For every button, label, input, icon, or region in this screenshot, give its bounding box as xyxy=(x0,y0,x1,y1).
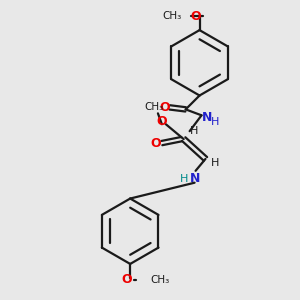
Text: O: O xyxy=(160,101,170,114)
Text: O: O xyxy=(190,10,201,23)
Text: N: N xyxy=(202,111,213,124)
Text: N: N xyxy=(189,172,200,185)
Text: CH₃: CH₃ xyxy=(150,275,169,285)
Text: H: H xyxy=(189,126,198,136)
Text: CH₃: CH₃ xyxy=(144,102,164,112)
Text: H: H xyxy=(179,174,188,184)
Text: H: H xyxy=(211,117,220,127)
Text: O: O xyxy=(151,136,161,150)
Text: O: O xyxy=(157,115,167,128)
Text: CH₃: CH₃ xyxy=(163,11,182,21)
Text: H: H xyxy=(211,158,220,168)
Text: O: O xyxy=(121,273,131,286)
